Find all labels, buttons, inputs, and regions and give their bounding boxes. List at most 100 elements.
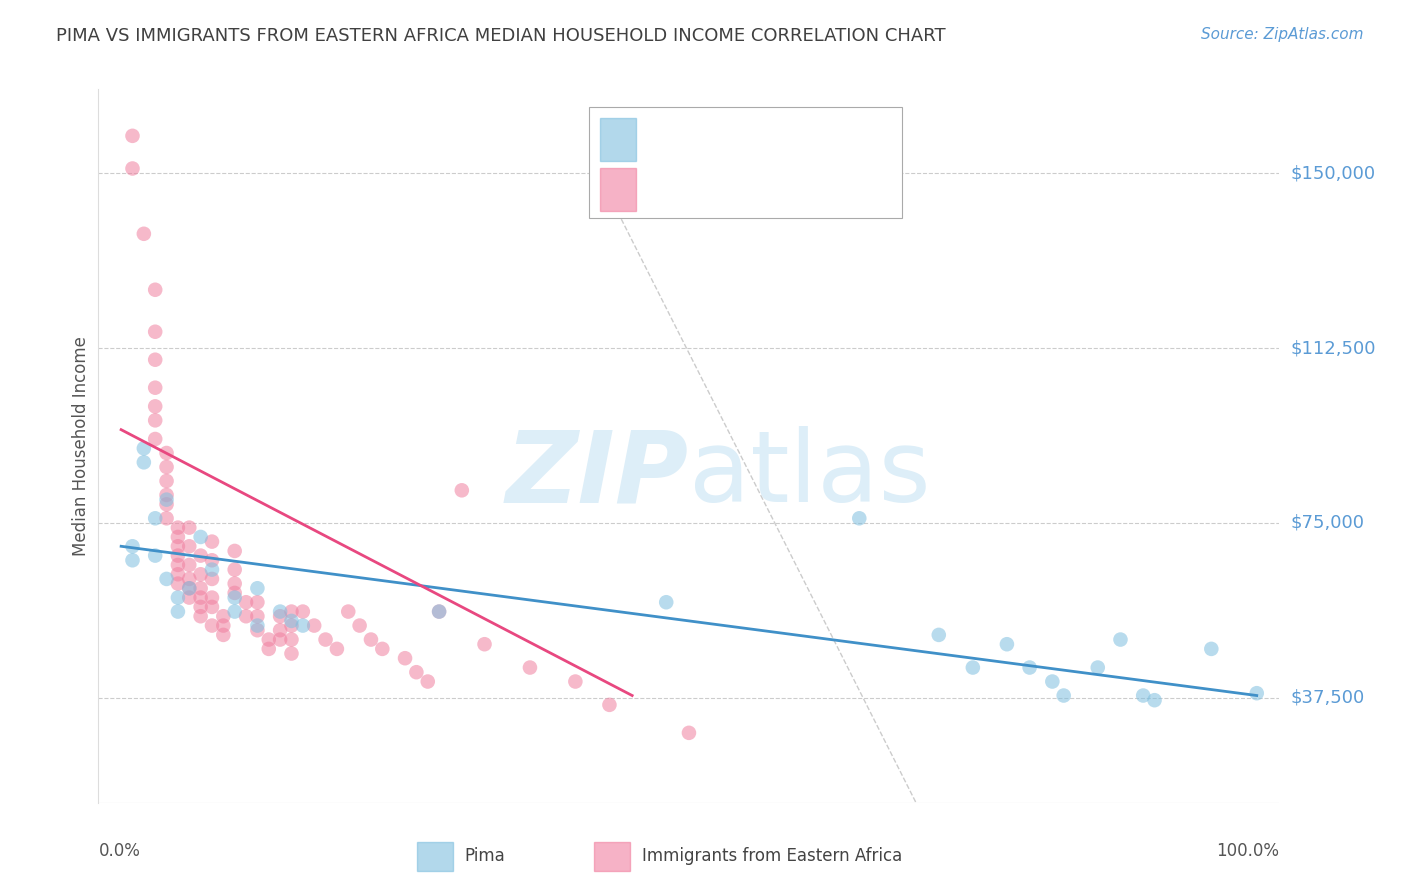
Point bbox=[167, 591, 190, 605]
Point bbox=[416, 674, 439, 689]
Point bbox=[1109, 632, 1132, 647]
Point bbox=[143, 325, 166, 339]
Point bbox=[201, 563, 224, 577]
Text: N = 28: N = 28 bbox=[796, 130, 858, 148]
Point bbox=[371, 641, 394, 656]
Point bbox=[474, 637, 496, 651]
Point bbox=[1053, 689, 1076, 703]
Text: $150,000: $150,000 bbox=[1291, 164, 1375, 182]
Point bbox=[143, 511, 166, 525]
Point bbox=[167, 521, 190, 535]
Point bbox=[280, 605, 302, 619]
Point bbox=[167, 539, 190, 553]
Point bbox=[179, 591, 201, 605]
Point bbox=[167, 549, 190, 563]
Point bbox=[121, 161, 143, 176]
Point bbox=[155, 572, 177, 586]
Point bbox=[280, 614, 302, 628]
Point bbox=[280, 618, 302, 632]
Point bbox=[224, 544, 246, 558]
Point bbox=[155, 488, 177, 502]
Point bbox=[1087, 660, 1109, 674]
Point bbox=[155, 474, 177, 488]
Point bbox=[212, 628, 235, 642]
Point bbox=[190, 599, 212, 614]
Point bbox=[155, 446, 177, 460]
Point bbox=[190, 567, 212, 582]
Point bbox=[201, 572, 224, 586]
Point bbox=[360, 632, 382, 647]
Point bbox=[1201, 641, 1223, 656]
Text: $112,500: $112,500 bbox=[1291, 339, 1376, 357]
Point bbox=[962, 660, 984, 674]
Point bbox=[179, 521, 201, 535]
Text: PIMA VS IMMIGRANTS FROM EASTERN AFRICA MEDIAN HOUSEHOLD INCOME CORRELATION CHART: PIMA VS IMMIGRANTS FROM EASTERN AFRICA M… bbox=[56, 27, 946, 45]
Point bbox=[167, 558, 190, 572]
Point bbox=[121, 539, 143, 553]
Point bbox=[212, 618, 235, 632]
Point bbox=[201, 534, 224, 549]
Point bbox=[201, 599, 224, 614]
Text: ZIP: ZIP bbox=[506, 426, 689, 523]
Bar bbox=[595, 842, 630, 871]
Point bbox=[269, 605, 291, 619]
Point bbox=[427, 605, 450, 619]
Point bbox=[224, 563, 246, 577]
Point bbox=[190, 581, 212, 595]
Point bbox=[179, 581, 201, 595]
Point bbox=[167, 530, 190, 544]
Text: N = 77: N = 77 bbox=[796, 180, 858, 198]
Point bbox=[1143, 693, 1166, 707]
Point bbox=[598, 698, 620, 712]
Point bbox=[201, 591, 224, 605]
Text: Immigrants from Eastern Africa: Immigrants from Eastern Africa bbox=[641, 847, 901, 865]
Text: $75,000: $75,000 bbox=[1291, 514, 1365, 532]
Point bbox=[212, 609, 235, 624]
Point bbox=[235, 609, 257, 624]
Point bbox=[143, 432, 166, 446]
Point bbox=[132, 455, 155, 469]
Point bbox=[1132, 689, 1154, 703]
Bar bbox=[600, 118, 636, 161]
Point bbox=[1040, 674, 1063, 689]
Point bbox=[302, 618, 325, 632]
Point bbox=[143, 400, 166, 414]
Text: $37,500: $37,500 bbox=[1291, 689, 1365, 706]
Point bbox=[678, 726, 700, 740]
Point bbox=[121, 553, 143, 567]
Text: 0.0%: 0.0% bbox=[98, 842, 141, 860]
Point bbox=[143, 413, 166, 427]
Point bbox=[143, 381, 166, 395]
Point bbox=[167, 605, 190, 619]
FancyBboxPatch shape bbox=[589, 107, 901, 218]
Point bbox=[179, 539, 201, 553]
Point bbox=[179, 572, 201, 586]
Point bbox=[246, 609, 269, 624]
Point bbox=[280, 647, 302, 661]
Point bbox=[280, 632, 302, 647]
Y-axis label: Median Household Income: Median Household Income bbox=[72, 336, 90, 556]
Point bbox=[132, 442, 155, 456]
Point bbox=[143, 352, 166, 367]
Point bbox=[155, 497, 177, 511]
Text: R = -0.672: R = -0.672 bbox=[648, 130, 745, 148]
Point bbox=[405, 665, 427, 680]
Point bbox=[155, 492, 177, 507]
Point bbox=[337, 605, 360, 619]
Point bbox=[315, 632, 337, 647]
Point bbox=[224, 591, 246, 605]
Point bbox=[132, 227, 155, 241]
Point bbox=[246, 581, 269, 595]
Point bbox=[235, 595, 257, 609]
Point bbox=[201, 618, 224, 632]
Bar bbox=[418, 842, 453, 871]
Point bbox=[427, 605, 450, 619]
Point bbox=[269, 624, 291, 638]
Point bbox=[1018, 660, 1040, 674]
Text: Pima: Pima bbox=[464, 847, 505, 865]
Bar bbox=[600, 168, 636, 211]
Point bbox=[224, 576, 246, 591]
Point bbox=[224, 605, 246, 619]
Point bbox=[519, 660, 541, 674]
Point bbox=[167, 567, 190, 582]
